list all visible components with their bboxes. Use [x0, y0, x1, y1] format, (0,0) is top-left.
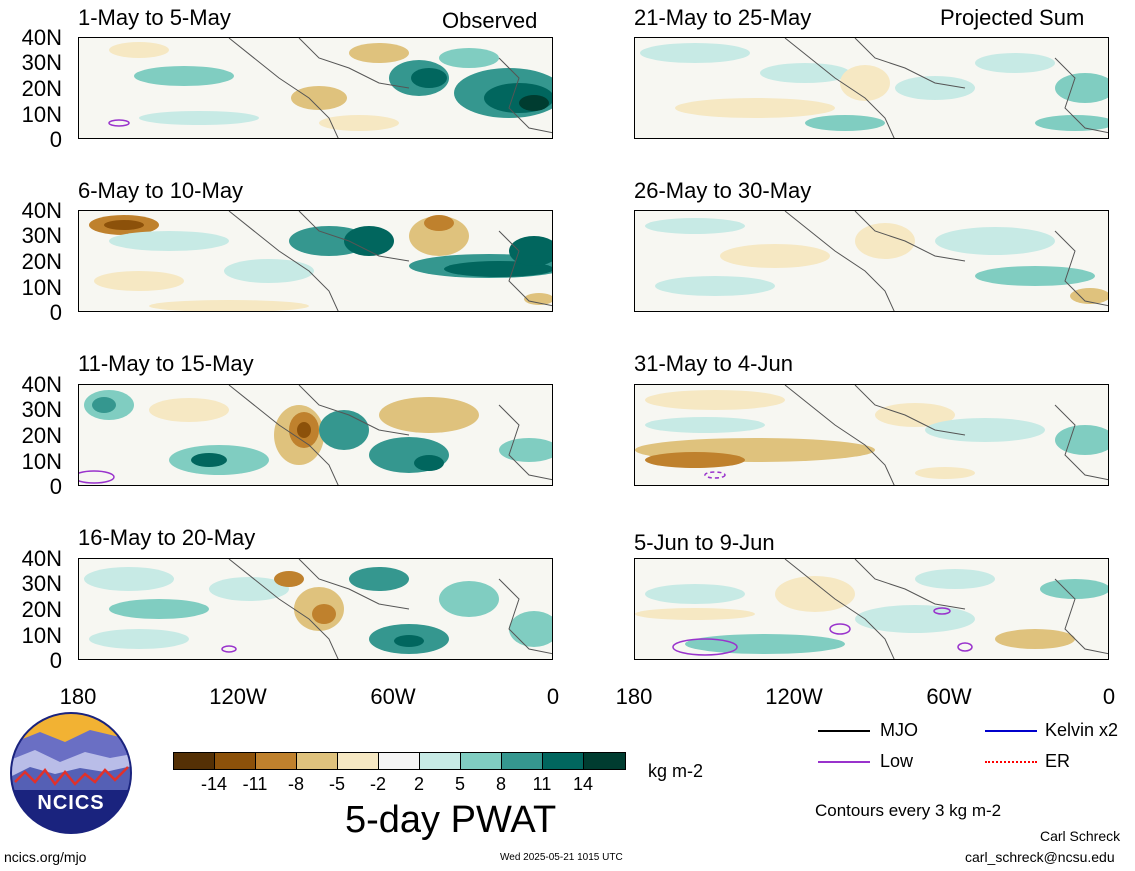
- lat-label: 10N: [21, 449, 62, 474]
- colorbar-swatch: [501, 752, 543, 770]
- lat-label: 40N: [21, 25, 62, 50]
- lat-label: 40N: [21, 372, 62, 397]
- lat-label: 0: [49, 127, 62, 152]
- colorbar-label: 14: [572, 774, 594, 794]
- colorbar-swatch: [173, 752, 215, 770]
- lat-label: 20N: [21, 597, 62, 622]
- projected-label: Projected Sum: [940, 5, 1085, 30]
- colorbar-label: 2: [413, 774, 424, 794]
- lat-label: 20N: [21, 249, 62, 274]
- panel-title: 11-May to 15-May: [78, 351, 254, 376]
- legend-line-mjo: [818, 730, 870, 732]
- colorbar-swatch: [378, 752, 420, 770]
- lon-label: 120W: [765, 684, 823, 709]
- map-panel: [78, 37, 553, 139]
- lon-label: 180: [59, 684, 97, 709]
- lat-label: 0: [49, 300, 62, 325]
- footer-author: Carl Schreck: [1040, 828, 1121, 844]
- colorbar-label: 8: [495, 774, 506, 794]
- map-panel: [634, 384, 1109, 486]
- ncics-logo: NCICS: [10, 712, 132, 834]
- figure-title: 5-day PWAT: [345, 799, 557, 841]
- map-panel: [78, 210, 553, 312]
- lon-label: 120W: [209, 684, 267, 709]
- pwat-field: [635, 211, 1108, 311]
- lon-label: 60W: [370, 684, 416, 709]
- lat-label: 10N: [21, 275, 62, 300]
- colorbar-label: -5: [328, 774, 345, 794]
- panel-title: 6-May to 10-May: [78, 178, 244, 203]
- legend-label-kelvin: Kelvin x2: [1045, 720, 1119, 740]
- map-panel: [634, 210, 1109, 312]
- lat-label: 40N: [21, 546, 62, 571]
- colorbar-swatch: [337, 752, 379, 770]
- colorbar-label: -14: [200, 774, 227, 794]
- lat-label: 0: [49, 648, 62, 673]
- colorbar-swatch: [583, 752, 626, 770]
- legend-line-low: [818, 761, 870, 763]
- pwat-field: [79, 385, 552, 485]
- colorbar-label: 11: [532, 774, 552, 794]
- lat-label: 10N: [21, 102, 62, 127]
- legend-line-kelvin: [985, 730, 1037, 732]
- panel-title: 5-Jun to 9-Jun: [634, 530, 775, 555]
- map-panel: [78, 384, 553, 486]
- contour-note: Contours every 3 kg m-2: [815, 801, 1002, 820]
- panel-title: 21-May to 25-May: [634, 5, 812, 30]
- colorbar-swatch: [214, 752, 256, 770]
- map-panel: [634, 37, 1109, 139]
- panel-title: 31-May to 4-Jun: [634, 351, 793, 376]
- colorbar-swatch: [460, 752, 502, 770]
- lat-label: 0: [49, 474, 62, 499]
- lon-label: 0: [1102, 684, 1116, 709]
- colorbar-label: 5: [454, 774, 465, 794]
- lat-label: 40N: [21, 198, 62, 223]
- lat-label: 20N: [21, 423, 62, 448]
- lat-label: 10N: [21, 623, 62, 648]
- lon-label: 0: [546, 684, 560, 709]
- colorbar-label: -11: [242, 774, 268, 794]
- panel-title: 26-May to 30-May: [634, 178, 812, 203]
- colorbar-label: -8: [287, 774, 304, 794]
- colorbar-swatch: [419, 752, 461, 770]
- lat-label: 30N: [21, 50, 62, 75]
- pwat-field: [635, 559, 1108, 659]
- pwat-field: [79, 38, 552, 138]
- lat-label: 30N: [21, 397, 62, 422]
- colorbar-swatch: [296, 752, 338, 770]
- lat-label: 30N: [21, 571, 62, 596]
- footer-email: carl_schreck@ncsu.edu: [965, 849, 1115, 865]
- pwat-field: [79, 211, 552, 311]
- lat-label: 30N: [21, 223, 62, 248]
- lat-label: 20N: [21, 76, 62, 101]
- panel-title: 16-May to 20-May: [78, 525, 256, 550]
- panel-title: 1-May to 5-May: [78, 5, 231, 30]
- logo-graphic: [10, 712, 132, 834]
- colorbar-units: kg m-2: [648, 761, 704, 781]
- legend-label-low: Low: [880, 751, 914, 771]
- legend-label-mjo: MJO: [880, 720, 918, 740]
- map-panel: [78, 558, 553, 660]
- pwat-field: [79, 559, 552, 659]
- pwat-field: [635, 385, 1108, 485]
- map-panel: [634, 558, 1109, 660]
- colorbar-swatch: [542, 752, 584, 770]
- pwat-field: [635, 38, 1108, 138]
- observed-label: Observed: [442, 8, 538, 33]
- legend-line-er: [985, 761, 1037, 763]
- legend-label-er: ER: [1045, 751, 1071, 771]
- colorbar-swatch: [255, 752, 297, 770]
- footer-timestamp: Wed 2025-05-21 1015 UTC: [500, 852, 623, 863]
- footer-website: ncics.org/mjo: [4, 849, 87, 865]
- lon-label: 180: [615, 684, 653, 709]
- lon-label: 60W: [926, 684, 972, 709]
- colorbar-label: -2: [369, 774, 386, 794]
- logo-text: NCICS: [37, 792, 105, 814]
